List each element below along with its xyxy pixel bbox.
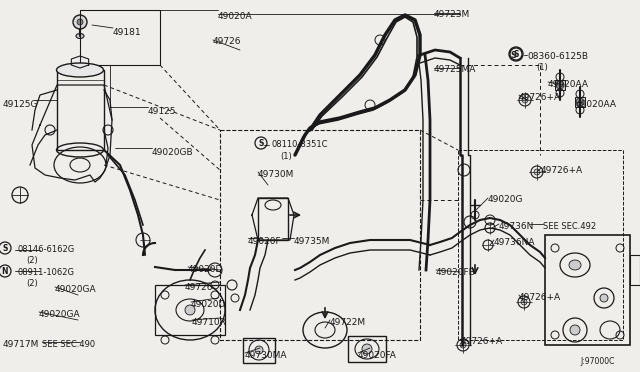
Text: 49020FA: 49020FA (358, 351, 397, 360)
Text: 49181: 49181 (113, 28, 141, 37)
Text: 08146-6162G: 08146-6162G (18, 245, 76, 254)
Text: S: S (513, 49, 518, 58)
Bar (458, 150, 623, 340)
Text: 49020GA: 49020GA (39, 310, 81, 319)
Circle shape (185, 305, 195, 315)
Text: 08110-8351C: 08110-8351C (272, 140, 328, 149)
Text: 49020AA: 49020AA (576, 100, 617, 109)
Text: 49726: 49726 (185, 283, 214, 292)
Text: 49730MA: 49730MA (245, 351, 287, 360)
Text: 08360-6125B: 08360-6125B (527, 52, 588, 61)
Text: (2): (2) (26, 256, 38, 265)
Text: 49020FB: 49020FB (436, 268, 476, 277)
Text: N: N (2, 266, 8, 276)
Text: SEE SEC.490: SEE SEC.490 (42, 340, 95, 349)
Circle shape (255, 346, 263, 354)
Text: 49020F: 49020F (248, 237, 282, 246)
Circle shape (460, 342, 466, 348)
Bar (258, 198, 288, 240)
Circle shape (521, 299, 527, 305)
Text: 49736N: 49736N (499, 222, 534, 231)
Circle shape (73, 15, 87, 29)
Text: 49020D: 49020D (191, 300, 227, 309)
Bar (575, 97, 585, 107)
Circle shape (556, 81, 564, 89)
Text: (2): (2) (26, 279, 38, 288)
Text: 49736NA: 49736NA (494, 238, 536, 247)
Bar (545, 235, 630, 345)
Text: 49125G: 49125G (3, 100, 38, 109)
Text: SEE SEC.492: SEE SEC.492 (543, 222, 596, 231)
Text: S: S (510, 51, 516, 60)
Text: 49020D: 49020D (188, 265, 223, 274)
Bar (80, 10, 160, 65)
Circle shape (77, 19, 83, 25)
Text: 49710R: 49710R (192, 318, 227, 327)
Text: 49725MA: 49725MA (434, 65, 476, 74)
Text: 49717M: 49717M (3, 340, 40, 349)
Text: 49730M: 49730M (258, 170, 294, 179)
Text: 49125: 49125 (148, 107, 177, 116)
Circle shape (576, 98, 584, 106)
Text: (1): (1) (536, 63, 548, 72)
Bar (220, 130, 420, 340)
Circle shape (534, 169, 540, 175)
Text: 49020A: 49020A (218, 12, 253, 21)
Circle shape (522, 97, 528, 103)
Text: 49726: 49726 (213, 37, 241, 46)
Bar (630, 255, 640, 285)
Text: 49726+A: 49726+A (519, 93, 561, 102)
Text: 49723M: 49723M (434, 10, 470, 19)
Bar (57, 70, 104, 150)
Text: 49726+A: 49726+A (519, 293, 561, 302)
Bar (155, 285, 225, 335)
Text: J:97000C: J:97000C (580, 357, 614, 366)
Ellipse shape (600, 294, 608, 302)
Ellipse shape (76, 33, 84, 38)
Ellipse shape (570, 325, 580, 335)
Text: S: S (3, 244, 8, 253)
Text: 49726+A: 49726+A (541, 166, 583, 175)
Text: 49735M: 49735M (294, 237, 330, 246)
Bar (243, 338, 275, 363)
Text: 49020GB: 49020GB (152, 148, 194, 157)
Text: S: S (259, 138, 264, 148)
Text: 49726+A: 49726+A (461, 337, 503, 346)
Text: 49020AA: 49020AA (548, 80, 589, 89)
Ellipse shape (569, 260, 581, 270)
Text: 49020GA: 49020GA (55, 285, 97, 294)
Text: (1): (1) (280, 152, 292, 161)
Text: 49020G: 49020G (488, 195, 524, 204)
Ellipse shape (56, 63, 104, 77)
Text: 49722M: 49722M (330, 318, 366, 327)
Bar (348, 336, 386, 362)
Circle shape (362, 344, 372, 354)
Bar (555, 80, 565, 90)
Text: 08911-1062G: 08911-1062G (18, 268, 75, 277)
